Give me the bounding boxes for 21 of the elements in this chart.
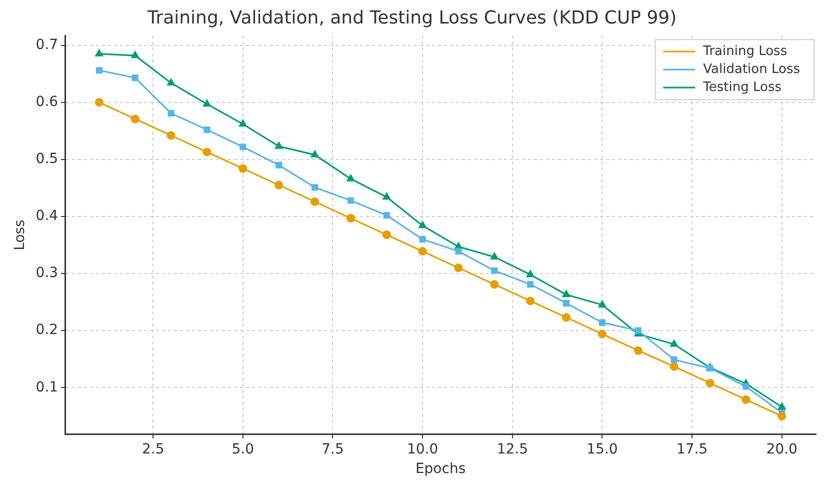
legend-label: Validation Loss — [703, 62, 800, 77]
x-tick-label: 17.5 — [676, 441, 708, 458]
y-tick-label: 0.3 — [36, 265, 58, 282]
x-tick-label: 15.0 — [586, 441, 618, 458]
y-tick-label: 0.5 — [36, 151, 58, 168]
y-axis-title: Loss — [12, 220, 28, 250]
x-tick-label: 20.0 — [766, 441, 798, 458]
x-tick-label: 12.5 — [496, 441, 528, 458]
legend-label: Testing Loss — [702, 80, 782, 95]
x-tick-label: 2.5 — [142, 441, 164, 458]
y-tick-label: 0.6 — [36, 94, 58, 110]
x-tick-label: 5.0 — [232, 441, 254, 458]
y-tick-label: 0.1 — [36, 379, 58, 396]
legend-label: Training Loss — [702, 44, 788, 59]
x-tick-label: 10.0 — [406, 441, 438, 458]
chart-title: Training, Validation, and Testing Loss Curves (KDD CUP 99) — [146, 7, 677, 28]
y-tick-label: 0.2 — [36, 322, 58, 338]
y-tick-label: 0.7 — [36, 36, 58, 53]
x-axis-title: Epochs — [415, 461, 466, 478]
x-tick-label: 7.5 — [322, 441, 344, 458]
y-tick-label: 0.4 — [36, 208, 58, 224]
